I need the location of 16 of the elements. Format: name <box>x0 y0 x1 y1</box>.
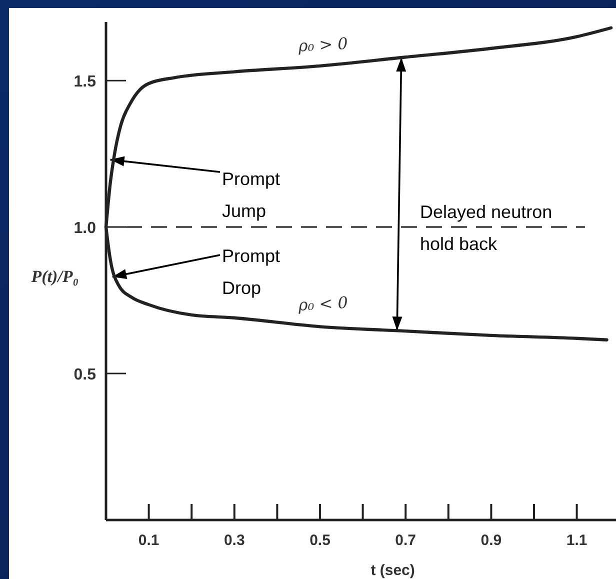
annotation: Prompt Drop <box>222 246 280 298</box>
annotation: Delayed neutron hold back <box>420 202 552 254</box>
x-axis-title: t (sec) <box>370 562 415 579</box>
x-tick-label: 0.5 <box>310 532 330 549</box>
y-tick-label: 1.5 <box>74 74 96 91</box>
x-tick-label: 0.9 <box>480 532 502 549</box>
x-tick-label: 0.1 <box>138 532 160 549</box>
series-label: ρ₀ < 0 <box>296 292 348 315</box>
annotation: Prompt Jump <box>222 169 280 221</box>
y-tick-label: 1.0 <box>74 220 96 238</box>
series-label: ρ₀ > 0 <box>296 34 348 56</box>
y-tick-label: 0.5 <box>74 366 96 384</box>
x-tick-label: 0.7 <box>395 532 416 549</box>
y-axis-title: P(t)/P₀ <box>30 267 79 286</box>
x-tick-label: 1.1 <box>566 532 588 549</box>
x-tick-label: 0.3 <box>224 532 245 549</box>
